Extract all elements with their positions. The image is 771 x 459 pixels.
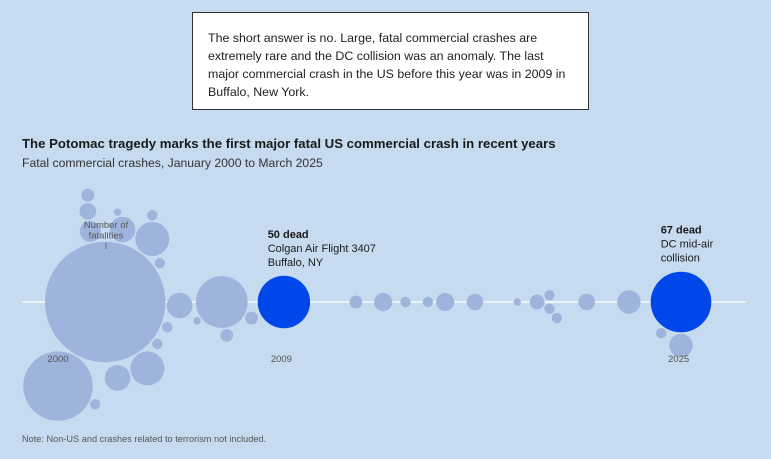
size-legend-label: fatalities [89, 231, 124, 242]
data-label-detail: collision [661, 253, 700, 265]
crash-bubble [109, 216, 136, 243]
crash-bubble [551, 312, 563, 324]
data-label-detail: Buffalo, NY [268, 257, 324, 269]
x-tick-label: 2009 [271, 354, 292, 365]
callout-box: The short answer is no. Large, fatal com… [192, 12, 589, 110]
crash-bubble [544, 290, 555, 301]
x-tick-label: 2025 [668, 354, 689, 365]
crash-bubble [245, 311, 258, 325]
crash-bubble [162, 322, 173, 333]
data-label-detail: Colgan Air Flight 3407 [268, 243, 376, 255]
crash-bubble [113, 208, 122, 216]
crash-bubble [466, 293, 484, 311]
crash-bubble [79, 220, 101, 242]
crash-bubble [79, 203, 97, 220]
crash-bubble [135, 222, 170, 256]
highlight-crash-bubble [650, 271, 712, 333]
crash-bubble [44, 241, 166, 363]
crash-bubble [152, 338, 163, 350]
crash-bubble [513, 298, 521, 306]
crash-bubble [147, 210, 158, 221]
crash-bubble [374, 292, 393, 312]
crash-bubble [529, 294, 545, 310]
data-label-deaths: 67 dead [661, 225, 702, 237]
crash-bubble [90, 399, 101, 410]
crash-bubble [436, 292, 455, 312]
crash-bubble [544, 303, 555, 314]
chart-subtitle: Fatal commercial crashes, January 2000 t… [22, 156, 323, 170]
data-label-deaths: 50 dead [268, 229, 309, 241]
size-legend-label: Number of [84, 220, 129, 231]
crash-bubble [669, 333, 693, 358]
crash-bubble [422, 296, 433, 308]
crash-bubble [166, 292, 193, 319]
callout-text: The short answer is no. Large, fatal com… [208, 31, 566, 99]
crash-bubble [154, 258, 165, 269]
crash-bubble [617, 290, 641, 314]
data-label-detail: DC mid-air [661, 239, 714, 251]
crash-bubble [656, 328, 667, 339]
x-tick-label: 2000 [47, 354, 68, 365]
chart-note: Note: Non-US and crashes related to terr… [22, 434, 267, 444]
chart-title: The Potomac tragedy marks the first majo… [22, 136, 556, 151]
highlight-crash-bubble [257, 275, 311, 329]
crash-bubble [220, 329, 234, 342]
crash-bubble [578, 293, 595, 311]
crash-bubble [349, 295, 363, 309]
crash-bubble [195, 276, 248, 328]
crash-bubble [23, 351, 93, 421]
crash-bubble [104, 365, 131, 391]
crash-bubble [81, 188, 95, 202]
crash-bubble [400, 296, 411, 308]
crash-bubble [130, 351, 165, 386]
crash-bubble [193, 317, 201, 325]
